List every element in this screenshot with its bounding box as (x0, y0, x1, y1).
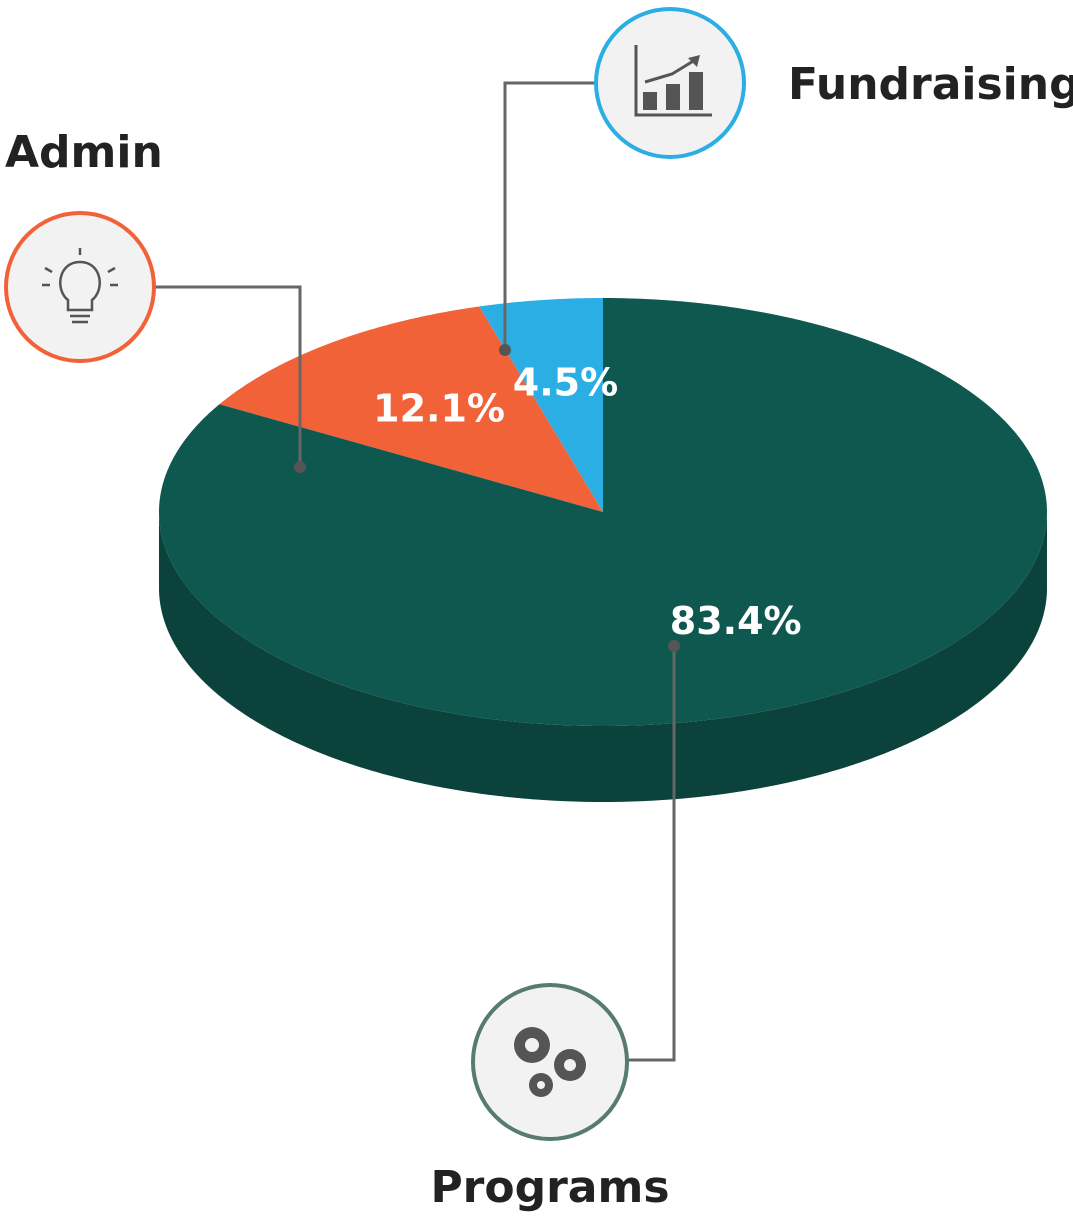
bulb-icon (42, 248, 118, 324)
value-label: 12.1% (373, 386, 505, 430)
leader-line (628, 646, 676, 1062)
leader-dot (294, 461, 306, 473)
leader-dot (668, 640, 680, 652)
pie (159, 298, 1047, 802)
admin-icon (4, 211, 156, 363)
category-label: Fundraising (788, 59, 1073, 110)
category-label: Admin (5, 127, 163, 178)
gears-icon (514, 1027, 586, 1097)
chart-icon (634, 45, 712, 117)
value-label: 4.5% (513, 360, 618, 404)
slice (219, 306, 603, 512)
leader-line (503, 81, 595, 350)
slice (159, 298, 1047, 726)
leader-line (155, 285, 302, 467)
slice-side (159, 512, 1047, 802)
fundraising-icon (594, 7, 746, 159)
category-label: Programs (430, 1162, 669, 1213)
leader-dot (499, 344, 511, 356)
value-labels: 4.5%12.1% 83.4% (373, 360, 801, 642)
value-label: 83.4% (670, 599, 802, 643)
programs-icon (471, 983, 629, 1141)
